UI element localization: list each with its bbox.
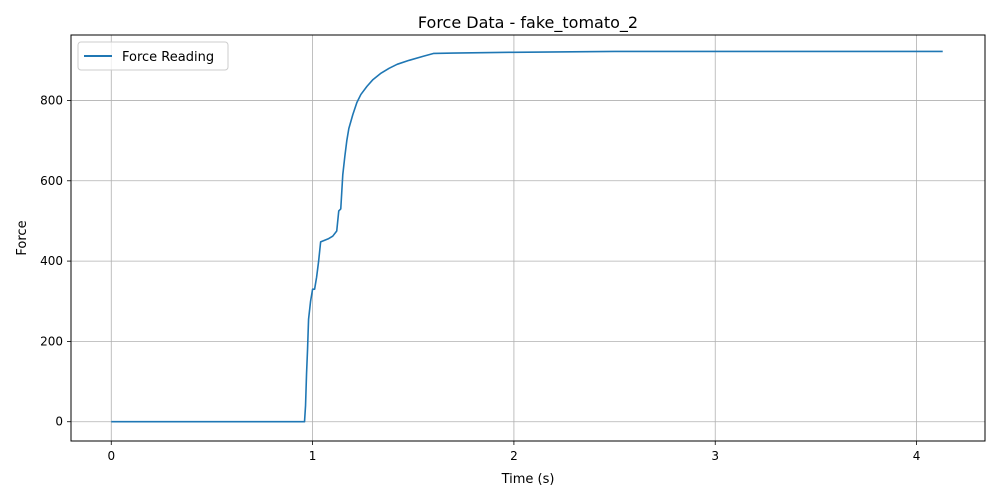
x-tick-label: 2 (510, 449, 518, 463)
x-tick-label: 3 (711, 449, 719, 463)
axis-ticks: 0 1 2 3 4 0 200 400 600 800 (40, 93, 920, 463)
x-axis-label: Time (s) (501, 472, 555, 487)
y-tick-label: 0 (55, 415, 63, 429)
y-axis-label: Force (15, 220, 30, 255)
gridlines (71, 35, 985, 441)
legend: Force Reading (77, 41, 229, 71)
chart-title: Force Data - fake_tomato_2 (418, 13, 638, 33)
x-tick-label: 4 (913, 449, 921, 463)
plot-area (71, 35, 985, 441)
y-tick-label: 400 (40, 254, 63, 268)
x-tick-label: 0 (107, 449, 115, 463)
legend-label: Force Reading (122, 50, 214, 65)
legend-box (77, 41, 229, 71)
plot-frame (70, 34, 986, 442)
y-tick-label: 200 (40, 334, 63, 348)
x-tick-label: 1 (309, 449, 317, 463)
series-layer (111, 50, 943, 423)
series-line-force-reading (111, 50, 943, 423)
y-tick-label: 600 (40, 174, 63, 188)
y-tick-label: 800 (40, 93, 63, 107)
